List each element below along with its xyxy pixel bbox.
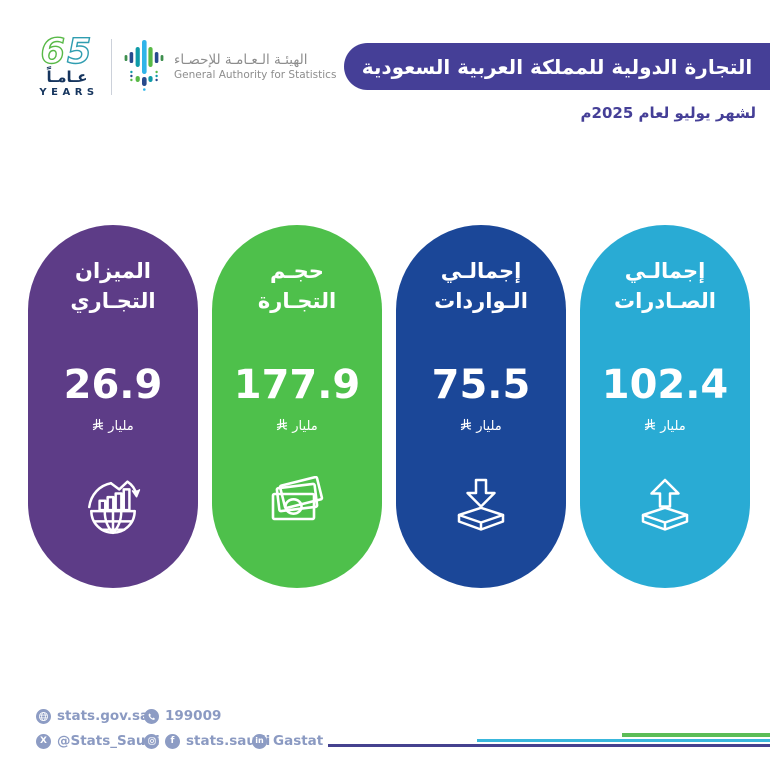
saudi-riyal-icon (92, 418, 104, 435)
logo-group: 65 عـامـاً YEARS (34, 34, 336, 100)
report-period-subtitle: لشهر يوليو لعام 2025م (580, 104, 756, 122)
footer-x-handle[interactable]: X @Stats_Saudi (36, 733, 160, 749)
footer-website-link[interactable]: stats.gov.sa (36, 708, 149, 724)
card-title: الميزان التجـاري (70, 259, 156, 313)
footer-linkedin-handle[interactable]: in Gastat (252, 733, 323, 749)
saudi-riyal-icon (644, 418, 656, 435)
logo-divider (111, 39, 112, 95)
card-total-exports: إجمالـي الصـادرات 102.4 مليار (580, 225, 750, 588)
saudi-riyal-icon (460, 418, 472, 435)
footer-phone[interactable]: 199009 (144, 708, 221, 724)
globe-chart-icon (28, 476, 198, 540)
anniversary-arabic-label: عـامـاً (46, 68, 88, 86)
65-years-anniversary-logo: 65 عـامـاً YEARS (34, 32, 100, 98)
gastat-logo: الهيئـة الـعـامـة للإحصـاء General Autho… (123, 36, 336, 98)
instagram-icon (144, 733, 159, 749)
facebook-icon: f (165, 733, 180, 749)
card-total-imports: إجمالـي الـواردات 75.5 مليار (396, 225, 566, 588)
card-trade-balance: الميزان التجـاري 26.9 مليار (28, 225, 198, 588)
green-stripe (622, 733, 770, 737)
gastat-name-english: General Authority for Statistics (174, 69, 337, 81)
card-value: 177.9 (233, 362, 361, 408)
card-value: 26.9 (63, 362, 163, 408)
page-title: التجارة الدولية للمملكة العربية السعودية (361, 54, 753, 79)
card-value: 102.4 (601, 362, 729, 408)
anniversary-english-label: YEARS (39, 87, 99, 98)
card-unit: مليار (212, 418, 382, 435)
indigo-stripe (328, 744, 770, 747)
card-unit: مليار (396, 418, 566, 435)
import-box-icon (396, 476, 566, 536)
gastat-logo-mark-icon (123, 36, 165, 98)
banknotes-icon (212, 476, 382, 532)
card-value: 75.5 (431, 362, 531, 408)
gastat-wordmark: الهيئـة الـعـامـة للإحصـاء General Autho… (174, 52, 336, 82)
title-banner: التجارة الدولية للمملكة العربية السعودية (344, 43, 770, 90)
card-title: إجمالـي الـواردات (434, 259, 528, 313)
card-title: حجـم التجـارة (257, 259, 337, 313)
linkedin-icon: in (252, 733, 267, 749)
card-title: إجمالـي الصـادرات (613, 259, 716, 313)
globe-icon (36, 708, 51, 724)
gastat-name-arabic: الهيئـة الـعـامـة للإحصـاء (174, 52, 308, 68)
card-trade-volume: حجـم التجـارة 177.9 مليار (212, 225, 382, 588)
phone-icon (144, 708, 159, 724)
cyan-stripe (477, 738, 770, 742)
card-unit: مليار (28, 418, 198, 435)
anniversary-number: 65 (40, 32, 94, 72)
footer-social-handle[interactable]: f stats.saudi (144, 733, 270, 749)
export-box-icon (580, 476, 750, 536)
saudi-riyal-icon (276, 418, 288, 435)
card-unit: مليار (580, 418, 750, 435)
x-icon: X (36, 733, 51, 749)
